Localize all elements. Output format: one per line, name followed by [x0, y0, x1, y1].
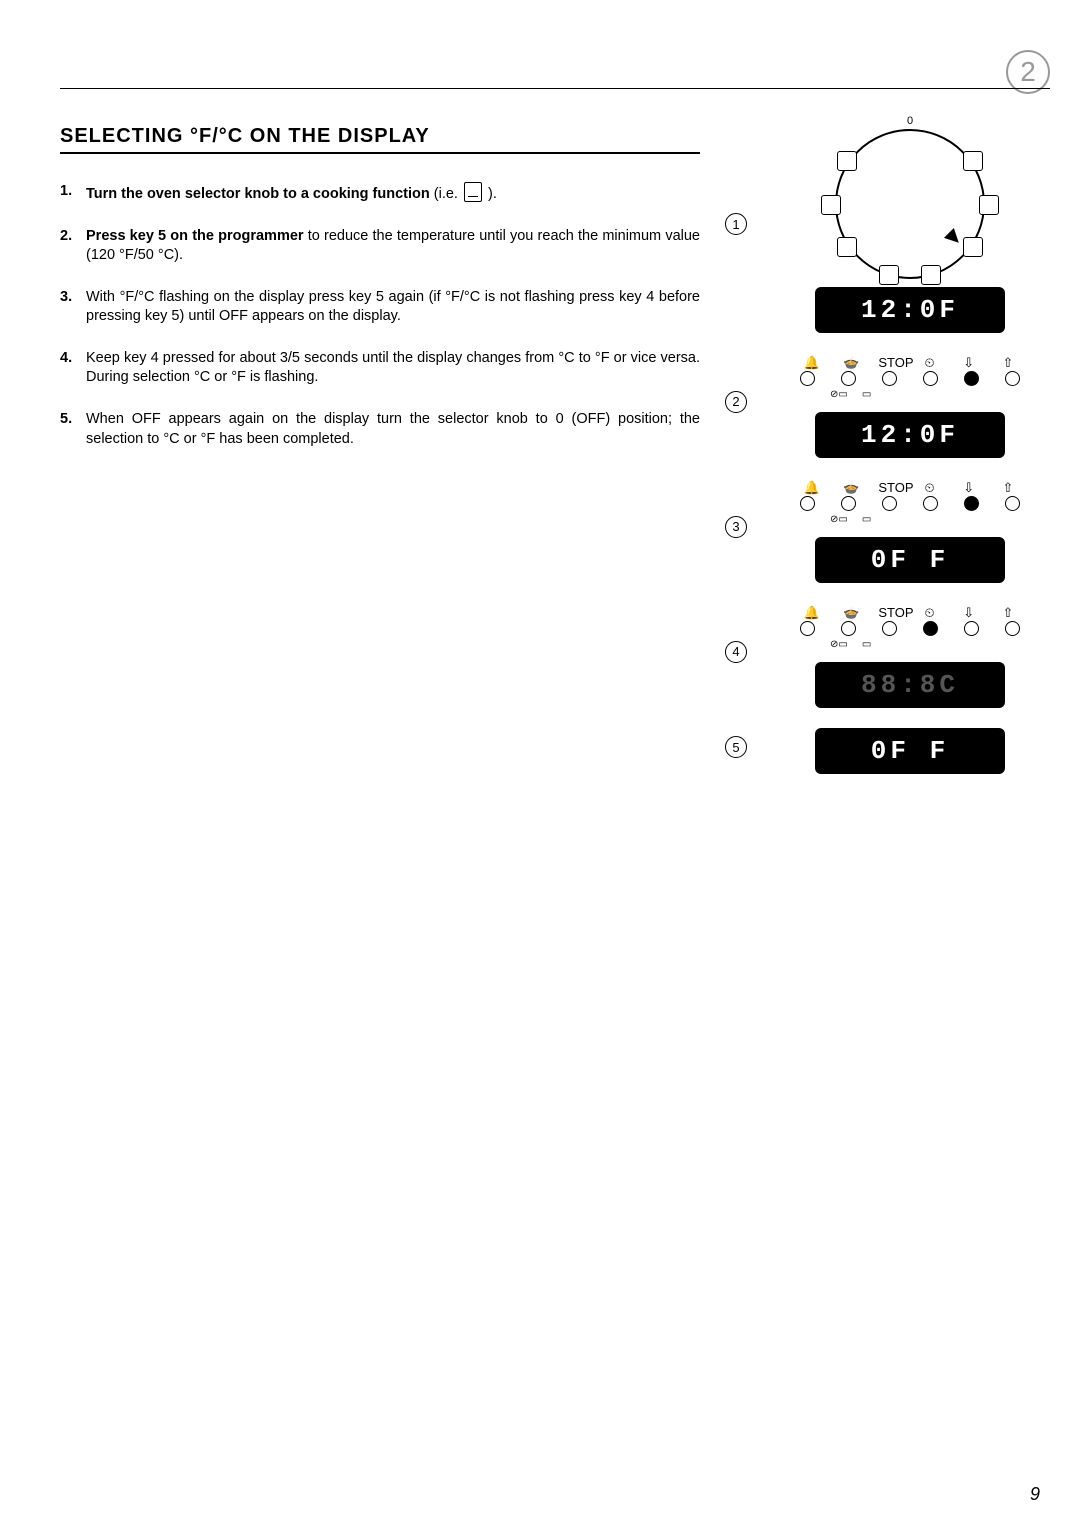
step-number: 3. [60, 288, 82, 327]
panel-button [841, 371, 856, 386]
lcd-display: 12:0F [815, 287, 1005, 333]
step-item: 3.With °F/°C flashing on the display pre… [60, 288, 700, 327]
mode-icon [837, 237, 857, 257]
panel-button [964, 621, 979, 636]
step-circle: 1 [725, 213, 747, 235]
cooking-function-icon [464, 182, 482, 202]
step-item: 5.When OFF appears again on the display … [60, 410, 700, 449]
button-panel: 🔔 🍲 STOP ⏲ ⇩ ⇧ ⊘▭ ▭ [800, 605, 1020, 650]
diagram-box: 🔔 🍲 STOP ⏲ ⇩ ⇧ ⊘▭ ▭ 88:8C [765, 595, 1055, 708]
step-body: Keep key 4 pressed for about 3/5 seconds… [86, 349, 700, 388]
panel-sub-icon: ⊘▭ [830, 389, 848, 400]
panel-icon: ⇧ [996, 480, 1020, 496]
step-item: 1.Turn the oven selector knob to a cooki… [60, 182, 700, 205]
diagram-row: 3 🔔 🍲 STOP ⏲ ⇩ ⇧ ⊘▭ ▭ 0F F [725, 470, 1055, 583]
mode-icon [963, 151, 983, 171]
panel-icon: 🔔 [800, 480, 824, 496]
diagram-box: 0F F [765, 720, 1055, 774]
panel-button [923, 371, 938, 386]
panel-icon: 🍲 [839, 480, 863, 496]
mode-icon [921, 265, 941, 285]
mode-icon [979, 195, 999, 215]
step-number: 2. [60, 227, 82, 266]
panel-icon: STOP [878, 355, 902, 371]
button-panel: 🔔 🍲 STOP ⏲ ⇩ ⇧ ⊘▭ ▭ [800, 480, 1020, 525]
panel-icon: STOP [878, 605, 902, 621]
step-item: 4.Keep key 4 pressed for about 3/5 secon… [60, 349, 700, 388]
dial-zero-label: 0 [907, 115, 913, 127]
diagram-row: 5 0F F [725, 720, 1055, 774]
panel-button [882, 621, 897, 636]
panel-button [800, 621, 815, 636]
button-panel: 🔔 🍲 STOP ⏲ ⇩ ⇧ ⊘▭ ▭ [800, 355, 1020, 400]
mode-icon [821, 195, 841, 215]
step-circle: 4 [725, 641, 747, 663]
diagram-row: 2 🔔 🍲 STOP ⏲ ⇩ ⇧ ⊘▭ ▭ 12:0F [725, 345, 1055, 458]
panel-button [882, 496, 897, 511]
panel-icon: STOP [878, 480, 902, 496]
diagram-row: 4 🔔 🍲 STOP ⏲ ⇩ ⇧ ⊘▭ ▭ 88:8C [725, 595, 1055, 708]
panel-icon: 🔔 [800, 605, 824, 621]
panel-button [800, 496, 815, 511]
lcd-display: 88:8C [815, 662, 1005, 708]
mode-icon [963, 237, 983, 257]
panel-button [1005, 621, 1020, 636]
lcd-display: 12:0F [815, 412, 1005, 458]
panel-icon: 🍲 [839, 355, 863, 371]
panel-button [923, 621, 938, 636]
panel-icon: ⇧ [996, 605, 1020, 621]
steps-list: 1.Turn the oven selector knob to a cooki… [60, 182, 700, 449]
panel-button [923, 496, 938, 511]
diagram-column: 1 0 12:0F 2 🔔 🍲 STOP ⏲ ⇩ ⇧ ⊘▭ ▭ 12:0F 3 🔔 🍲 STOP ⏲ ⇩ ⇧ ⊘▭ ▭ 0F… [725, 115, 1055, 786]
panel-button [964, 496, 979, 511]
step-circle: 3 [725, 516, 747, 538]
step-body: With °F/°C flashing on the display press… [86, 288, 700, 327]
panel-button [800, 371, 815, 386]
step-number: 4. [60, 349, 82, 388]
step-number: 5. [60, 410, 82, 449]
panel-sub-icon: ⊘▭ [830, 514, 848, 525]
step-item: 2.Press key 5 on the programmer to reduc… [60, 227, 700, 266]
section-title: SELECTING °F/°C ON THE DISPLAY [60, 125, 700, 154]
top-rule [60, 88, 1050, 89]
page-number: 9 [1030, 1484, 1040, 1505]
lcd-display: 0F F [815, 537, 1005, 583]
panel-button [841, 496, 856, 511]
panel-icon: ⇩ [957, 605, 981, 621]
panel-icon: ⇩ [957, 480, 981, 496]
panel-icon: ⏲ [918, 605, 942, 621]
main-content: SELECTING °F/°C ON THE DISPLAY 1.Turn th… [60, 125, 700, 471]
panel-button [1005, 371, 1020, 386]
panel-sub-icon: ⊘▭ [830, 639, 848, 650]
step-circle: 5 [725, 736, 747, 758]
diagram-row: 1 0 12:0F [725, 115, 1055, 333]
panel-icon: 🔔 [800, 355, 824, 371]
diagram-box: 🔔 🍲 STOP ⏲ ⇩ ⇧ ⊘▭ ▭ 12:0F [765, 345, 1055, 458]
step-body: Turn the oven selector knob to a cooking… [86, 182, 700, 205]
panel-sub-icon: ▭ [862, 639, 871, 650]
step-number: 1. [60, 182, 82, 205]
diagram-box: 🔔 🍲 STOP ⏲ ⇩ ⇧ ⊘▭ ▭ 0F F [765, 470, 1055, 583]
panel-icon: ⏲ [918, 480, 942, 496]
mode-icon [879, 265, 899, 285]
panel-button [841, 621, 856, 636]
panel-icon: ⇧ [996, 355, 1020, 371]
panel-icon: ⏲ [918, 355, 942, 371]
panel-sub-icon: ▭ [862, 389, 871, 400]
panel-icon: ⇩ [957, 355, 981, 371]
panel-icon: 🍲 [839, 605, 863, 621]
panel-sub-icon: ▭ [862, 514, 871, 525]
selector-dial [835, 129, 985, 279]
panel-button [1005, 496, 1020, 511]
panel-button [882, 371, 897, 386]
step-body: When OFF appears again on the display tu… [86, 410, 700, 449]
lcd-display: 0F F [815, 728, 1005, 774]
step-circle: 2 [725, 391, 747, 413]
panel-button [964, 371, 979, 386]
mode-icon [837, 151, 857, 171]
diagram-box: 0 12:0F [765, 115, 1055, 333]
step-body: Press key 5 on the programmer to reduce … [86, 227, 700, 266]
